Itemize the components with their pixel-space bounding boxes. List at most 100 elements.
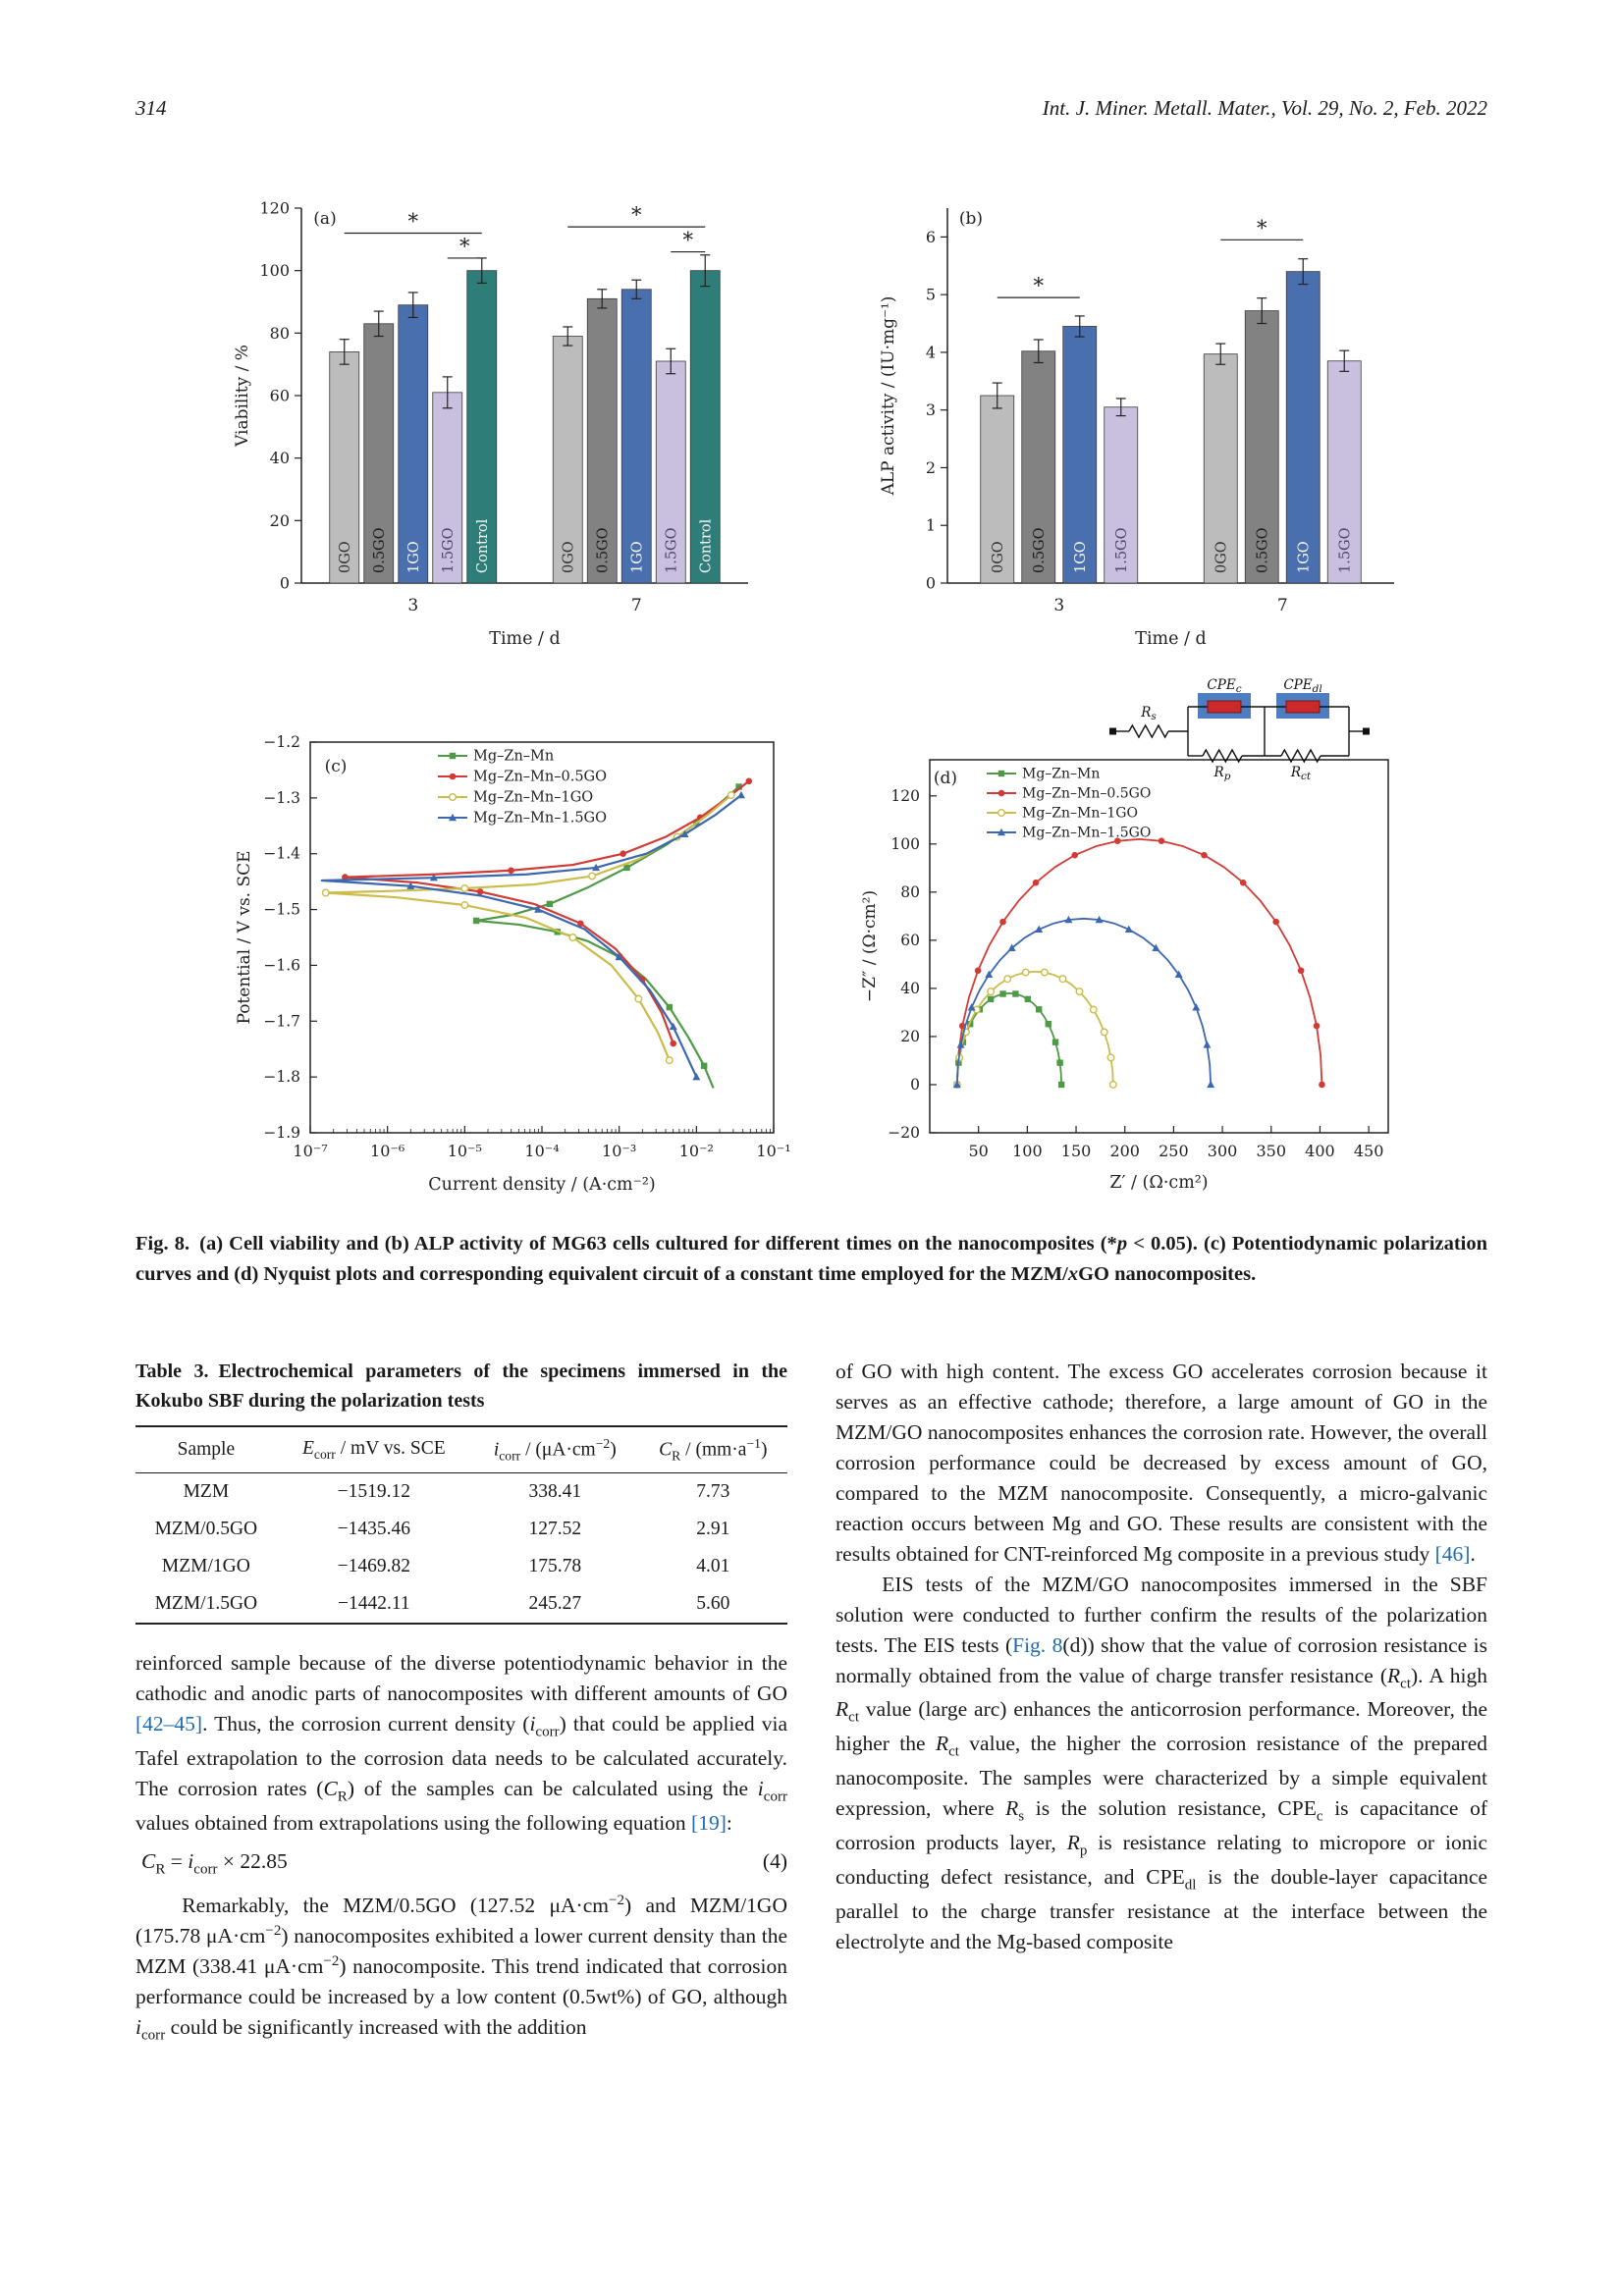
svg-text:350: 350 [1256, 1142, 1286, 1160]
svg-text:*: * [408, 209, 419, 233]
svg-text:(b): (b) [959, 209, 983, 229]
svg-text:Mg–Zn–Mn: Mg–Zn–Mn [473, 749, 554, 765]
svg-text:3: 3 [407, 596, 418, 615]
svg-text:10⁻⁵: 10⁻⁵ [448, 1142, 482, 1160]
cell-cr: 5.60 [696, 1593, 730, 1615]
svg-text:Control: Control [475, 518, 491, 573]
chart-d-nyquist-plots: 50 100 150 200 250 300 350 400 450 −20 0 20 40 60 80 10… [846, 675, 1414, 1215]
svg-text:1GO: 1GO [629, 541, 645, 573]
reference-link[interactable]: [46] [1434, 1541, 1471, 1566]
svg-text:Control: Control [698, 518, 714, 573]
svg-text:50: 50 [969, 1142, 989, 1160]
table-header-row: Sample Ecorr / mV vs. SCE icorr / (μA·cm… [135, 1426, 787, 1474]
svg-text:60: 60 [900, 932, 920, 949]
col-header-ecorr: Ecorr / mV vs. SCE [276, 1426, 471, 1474]
svg-text:(a): (a) [313, 209, 336, 229]
cell-cr: 4.01 [696, 1556, 730, 1577]
paragraph: reinforced sample because of the diverse… [135, 1651, 787, 1836]
svg-text:80: 80 [900, 883, 920, 901]
table-row: MZM/0.5GO −1435.46 127.52 2.91 [135, 1511, 787, 1548]
table-3: Sample Ecorr / mV vs. SCE icorr / (μA·cm… [135, 1425, 787, 1626]
svg-text:Potential / V vs. SCE: Potential / V vs. SCE [235, 850, 254, 1024]
svg-text:10⁻⁴: 10⁻⁴ [524, 1142, 559, 1160]
svg-text:0: 0 [910, 1076, 920, 1094]
paragraph: EIS tests of the MZM/GO nanocomposites i… [835, 1572, 1487, 1954]
svg-text:6: 6 [926, 228, 936, 246]
svg-text:3: 3 [926, 400, 936, 419]
page-header: 314 Int. J. Miner. Metall. Mater., Vol. … [135, 96, 1487, 121]
svg-text:Mg–Zn–Mn–1GO: Mg–Zn–Mn–1GO [473, 790, 593, 806]
cell-ecorr: −1469.82 [337, 1556, 410, 1577]
svg-text:Mg–Zn–Mn–0.5GO: Mg–Zn–Mn–0.5GO [473, 770, 607, 785]
svg-text:200: 200 [1109, 1142, 1140, 1160]
svg-text:1.5GO: 1.5GO [1114, 527, 1130, 573]
reference-link[interactable]: [19] [691, 1811, 727, 1836]
col-header-sample: Sample [135, 1426, 277, 1474]
svg-text:−Z″ / (Ω·cm²): −Z″ / (Ω·cm²) [860, 890, 880, 1002]
cell-ecorr: −1435.46 [337, 1519, 410, 1540]
svg-text:120: 120 [890, 787, 920, 805]
svg-text:150: 150 [1061, 1142, 1092, 1160]
svg-text:Mg–Zn–Mn–1.5GO: Mg–Zn–Mn–1.5GO [473, 811, 607, 827]
svg-text:5: 5 [926, 286, 936, 304]
cell-sample: MZM/1.5GO [154, 1593, 258, 1615]
svg-text:0GO: 0GO [338, 541, 353, 573]
svg-text:Time / d: Time / d [489, 629, 560, 649]
svg-text:100: 100 [1012, 1142, 1043, 1160]
svg-text:60: 60 [270, 387, 290, 405]
left-column: Table 3. Electrochemical parameters of th… [135, 1357, 787, 2047]
svg-text:400: 400 [1305, 1142, 1335, 1160]
svg-text:−1.6: −1.6 [263, 956, 300, 974]
cell-sample: MZM/1GO [161, 1556, 250, 1577]
svg-text:*: * [1034, 274, 1045, 297]
svg-text:Time / d: Time / d [1135, 629, 1206, 649]
col-header-icorr: icorr / (μA·cm−2) [470, 1426, 639, 1474]
table-3-label: Table 3. [135, 1361, 209, 1382]
svg-text:Rp: Rp [1213, 765, 1231, 782]
svg-text:*: * [683, 229, 694, 252]
svg-text:80: 80 [270, 324, 290, 343]
svg-text:1GO: 1GO [1073, 541, 1089, 573]
svg-text:Current density / (A·cm⁻²): Current density / (A·cm⁻²) [428, 1175, 655, 1195]
svg-text:−1.5: −1.5 [263, 901, 300, 919]
svg-text:−1.4: −1.4 [263, 845, 300, 863]
svg-text:Viability / %: Viability / % [233, 345, 252, 448]
svg-text:*: * [459, 235, 470, 258]
equation-4: CR = icorr × 22.85 (4) [141, 1846, 787, 1881]
cell-icorr: 175.78 [528, 1556, 582, 1577]
svg-text:250: 250 [1159, 1142, 1189, 1160]
svg-text:Mg–Zn–Mn–1GO: Mg–Zn–Mn–1GO [1022, 806, 1138, 822]
svg-text:1GO: 1GO [406, 541, 422, 573]
svg-text:100: 100 [259, 261, 290, 280]
cell-cr: 7.73 [696, 1481, 730, 1503]
chart-a-cell-viability: 0 20 40 60 80 100 120 Viability / % 0GO 0.5GO 1GO 1… [218, 194, 763, 668]
svg-text:20: 20 [900, 1028, 920, 1045]
figure-caption-text: (a) Cell viability and (b) ALP activity … [135, 1233, 1488, 1285]
svg-text:40: 40 [900, 980, 920, 997]
paragraph: of GO with high content. The excess GO a… [835, 1360, 1487, 1566]
svg-text:1.5GO: 1.5GO [1337, 527, 1353, 573]
svg-text:−1.7: −1.7 [263, 1012, 300, 1030]
svg-text:0.5GO: 0.5GO [595, 527, 611, 573]
body-columns: Table 3. Electrochemical parameters of th… [135, 1357, 1487, 2047]
svg-text:10⁻²: 10⁻² [679, 1142, 714, 1160]
cell-sample: MZM/0.5GO [154, 1519, 258, 1540]
svg-text:3: 3 [1053, 596, 1064, 615]
svg-text:100: 100 [890, 835, 920, 853]
reference-link[interactable]: Fig. 8 [1012, 1632, 1063, 1657]
figure-caption-label: Fig. 8. [135, 1233, 190, 1255]
cell-icorr: 127.52 [528, 1519, 582, 1540]
paragraph: Remarkably, the MZM/0.5GO (127.52 μA·cm−… [135, 1893, 787, 2044]
svg-text:7: 7 [1277, 596, 1288, 615]
svg-text:10⁻⁶: 10⁻⁶ [370, 1142, 404, 1160]
equation-number: (4) [762, 1849, 787, 1874]
svg-text:Mg–Zn–Mn: Mg–Zn–Mn [1022, 767, 1100, 782]
svg-text:−1.2: −1.2 [263, 733, 300, 751]
svg-text:0.5GO: 0.5GO [372, 527, 388, 573]
svg-text:300: 300 [1208, 1142, 1238, 1160]
svg-text:−1.3: −1.3 [263, 789, 300, 807]
cell-icorr: 245.27 [528, 1593, 582, 1615]
col-header-cr: CR / (mm·a−1) [638, 1426, 787, 1474]
svg-text:ALP activity / (IU·mg⁻¹): ALP activity / (IU·mg⁻¹) [879, 296, 898, 497]
reference-link[interactable]: [42–45] [135, 1712, 203, 1736]
